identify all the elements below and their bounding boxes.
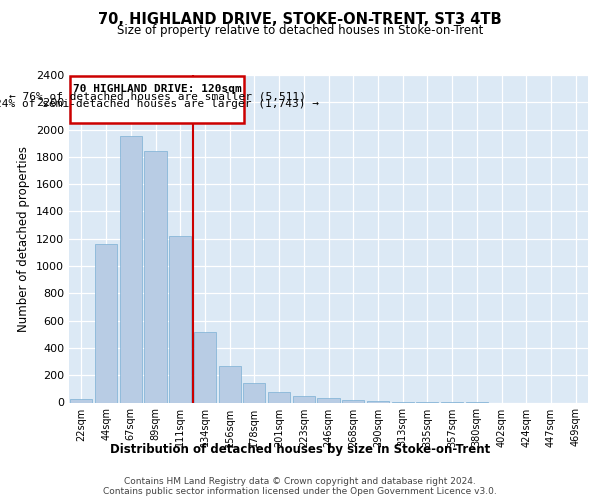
Bar: [169, 236, 191, 402]
Bar: [218, 366, 241, 402]
Text: 70, HIGHLAND DRIVE, STOKE-ON-TRENT, ST3 4TB: 70, HIGHLAND DRIVE, STOKE-ON-TRENT, ST3 …: [98, 12, 502, 28]
Bar: [268, 392, 290, 402]
Bar: [145, 152, 167, 402]
Text: Distribution of detached houses by size in Stoke-on-Trent: Distribution of detached houses by size …: [110, 442, 490, 456]
Bar: [317, 398, 340, 402]
Bar: [119, 136, 142, 402]
Bar: [342, 400, 364, 402]
Text: 70 HIGHLAND DRIVE: 120sqm: 70 HIGHLAND DRIVE: 120sqm: [73, 84, 242, 94]
Bar: [194, 332, 216, 402]
Y-axis label: Number of detached properties: Number of detached properties: [17, 146, 31, 332]
Text: Contains public sector information licensed under the Open Government Licence v3: Contains public sector information licen…: [103, 488, 497, 496]
Bar: [293, 396, 315, 402]
Bar: [70, 76, 244, 124]
Text: Contains HM Land Registry data © Crown copyright and database right 2024.: Contains HM Land Registry data © Crown c…: [124, 478, 476, 486]
Bar: [70, 399, 92, 402]
Text: Size of property relative to detached houses in Stoke-on-Trent: Size of property relative to detached ho…: [117, 24, 483, 37]
Bar: [243, 382, 265, 402]
Text: ← 76% of detached houses are smaller (5,511): ← 76% of detached houses are smaller (5,…: [9, 92, 306, 102]
Bar: [95, 244, 117, 402]
Text: 24% of semi-detached houses are larger (1,743) →: 24% of semi-detached houses are larger (…: [0, 99, 319, 109]
